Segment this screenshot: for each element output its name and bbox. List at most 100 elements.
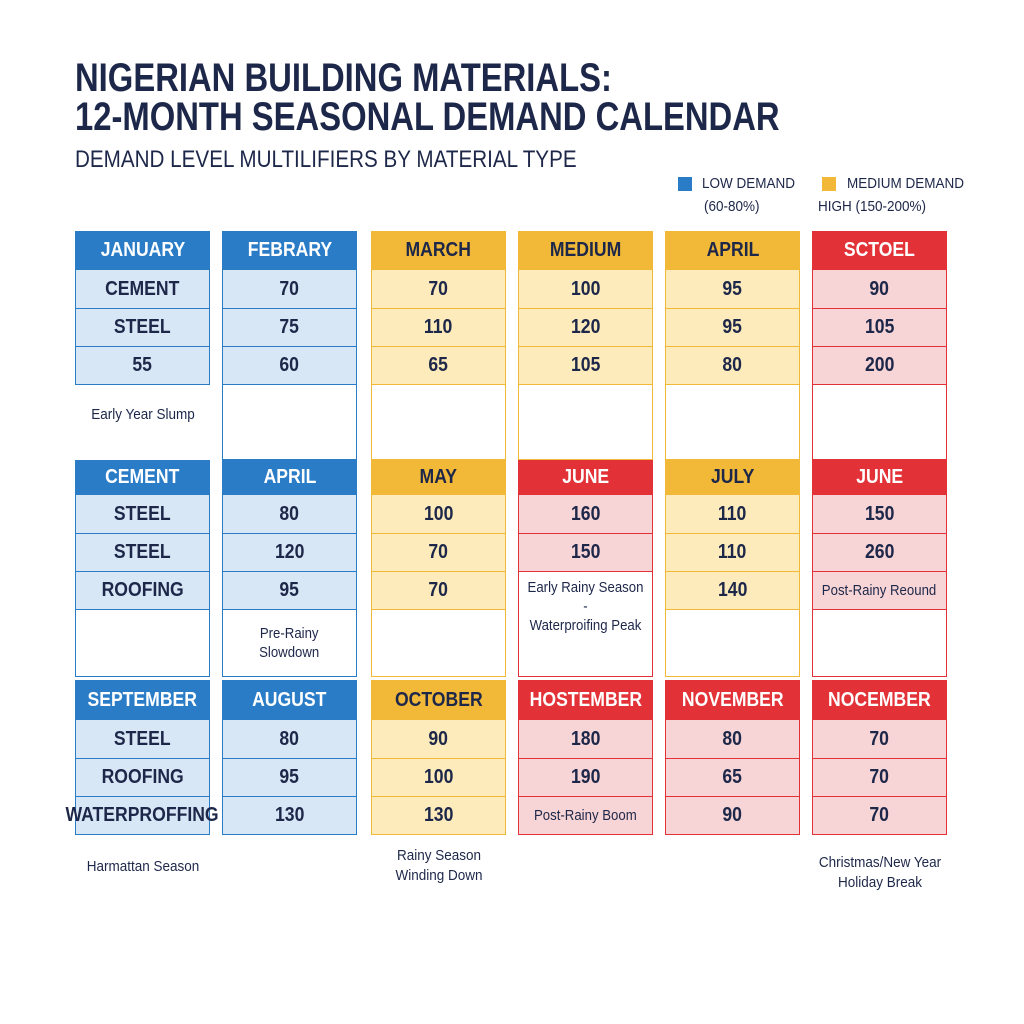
value-cell: 70 xyxy=(371,533,506,572)
legend-sub-high: HIGH (150-200%) xyxy=(818,198,927,215)
month-header: APRIL xyxy=(665,231,800,270)
value-cell: 95 xyxy=(222,571,357,610)
value-cell: 80 xyxy=(665,719,800,759)
value-cell: STEEL xyxy=(75,719,210,759)
cell-text: 150 xyxy=(570,541,601,563)
value-cell: WATERPROFFING xyxy=(66,796,219,835)
cell-text: 150 xyxy=(864,502,895,525)
value-cell: 80 xyxy=(665,346,800,385)
cell-text: 70 xyxy=(428,579,449,601)
value-cell: STEEL xyxy=(75,494,210,534)
cell-text: 105 xyxy=(570,354,601,376)
cell-text: 95 xyxy=(722,316,743,338)
cell-text: 100 xyxy=(423,766,454,788)
month-header: AUGUST xyxy=(222,680,357,720)
month-header: MARCH xyxy=(371,231,506,270)
cell-text: 110 xyxy=(718,541,747,563)
month-header-label: FEBRARY xyxy=(247,239,332,261)
month-header-label: MEDIUM xyxy=(549,239,622,261)
cell-text: 160 xyxy=(570,502,601,525)
value-cell: ROOFING xyxy=(75,571,210,610)
blank-cell xyxy=(371,609,506,677)
value-cell: 95 xyxy=(665,269,800,309)
cell-text: 70 xyxy=(428,277,449,300)
value-cell: 70 xyxy=(812,758,947,797)
value-cell: 70 xyxy=(222,269,357,309)
cell-text: 90 xyxy=(722,804,743,826)
cell-text: 55 xyxy=(132,354,153,376)
blank-cell xyxy=(665,384,800,460)
month-header-label: NOCEMBER xyxy=(828,688,931,711)
value-cell: 90 xyxy=(812,269,947,309)
cell-text: STEEL xyxy=(114,316,171,338)
cell-text: 80 xyxy=(722,727,743,750)
month-header-label: MARCH xyxy=(405,239,472,261)
value-cell: 150 xyxy=(812,494,947,534)
season-note: Rainy Season Winding Down xyxy=(394,847,483,884)
cell-text: 60 xyxy=(279,354,300,376)
month-header-label: NOVEMBER xyxy=(681,688,784,711)
cell-text: 100 xyxy=(570,277,601,300)
month-header: JULY xyxy=(665,460,800,495)
blank-cell xyxy=(518,384,653,460)
cell-text: 110 xyxy=(424,316,453,338)
cell-text: 110 xyxy=(718,502,747,525)
cell-text: 70 xyxy=(428,541,449,563)
cell-text: 70 xyxy=(869,766,890,788)
legend-swatch-medium xyxy=(822,177,836,191)
month-header-label: OCTOBER xyxy=(394,688,483,711)
blank-cell xyxy=(812,609,947,677)
period-note: Early Rainy Season - Waterproifing Peak xyxy=(527,579,644,634)
month-header: JANUARY xyxy=(75,231,210,270)
value-cell: 120 xyxy=(518,308,653,347)
season-note: Harmattan Season xyxy=(86,858,199,875)
blank-cell xyxy=(665,609,800,677)
value-cell: 80 xyxy=(222,494,357,534)
month-header-label: AUGUST xyxy=(252,688,327,711)
legend-sub-low: (60-80%) xyxy=(704,198,760,215)
month-header-label: APRIL xyxy=(706,239,759,261)
cell-text: Post-Rainy Boom xyxy=(534,807,637,824)
value-cell: 130 xyxy=(222,796,357,835)
note-cell: Post-Rainy Boom xyxy=(518,796,653,835)
cell-text: 65 xyxy=(428,354,449,376)
legend-swatch-low xyxy=(678,177,692,191)
cell-text: 120 xyxy=(570,316,601,338)
title-line-2: 12-MONTH SEASONAL DEMAND CALENDAR xyxy=(75,95,780,139)
month-header: MAY xyxy=(371,460,506,495)
value-cell: 190 xyxy=(518,758,653,797)
cell-text: ROOFING xyxy=(101,579,184,601)
month-header-label: SEPTEMBER xyxy=(87,688,198,711)
cell-text: 95 xyxy=(279,579,300,601)
value-cell: 110 xyxy=(371,308,506,347)
value-cell: 70 xyxy=(371,269,506,309)
month-header-label: JULY xyxy=(710,466,755,488)
value-cell: 120 xyxy=(222,533,357,572)
cell-text: 105 xyxy=(864,316,895,338)
legend-label-medium: MEDIUM DEMAND xyxy=(847,175,964,192)
cell-text: 75 xyxy=(279,316,300,338)
blank-cell xyxy=(75,609,210,677)
value-cell: 90 xyxy=(665,796,800,835)
value-cell: 65 xyxy=(371,346,506,385)
month-header: SEPTEMBER xyxy=(75,680,210,720)
blank-cell xyxy=(371,384,506,460)
period-note: Pre-Rainy Slowdown xyxy=(259,625,320,661)
month-header: JUNE xyxy=(518,460,653,495)
month-header-label: JUNE xyxy=(856,466,903,488)
cell-text: 90 xyxy=(869,277,890,300)
title-line-1: NIGERIAN BUILDING MATERIALS: xyxy=(75,56,612,100)
month-header-label: HOSTEMBER xyxy=(529,688,642,711)
month-header: NOVEMBER xyxy=(665,680,800,720)
cell-text: 70 xyxy=(279,277,300,300)
value-cell: 105 xyxy=(518,346,653,385)
month-header-label: APRIL xyxy=(263,466,316,488)
cell-text: Post-Rainy Reound xyxy=(822,582,937,599)
legend-label-low: LOW DEMAND xyxy=(702,175,796,192)
value-cell: 65 xyxy=(665,758,800,797)
value-cell: 75 xyxy=(222,308,357,347)
cell-text: 200 xyxy=(864,354,895,376)
value-cell: 80 xyxy=(222,719,357,759)
cell-text: 260 xyxy=(864,541,895,563)
value-cell: 110 xyxy=(665,533,800,572)
